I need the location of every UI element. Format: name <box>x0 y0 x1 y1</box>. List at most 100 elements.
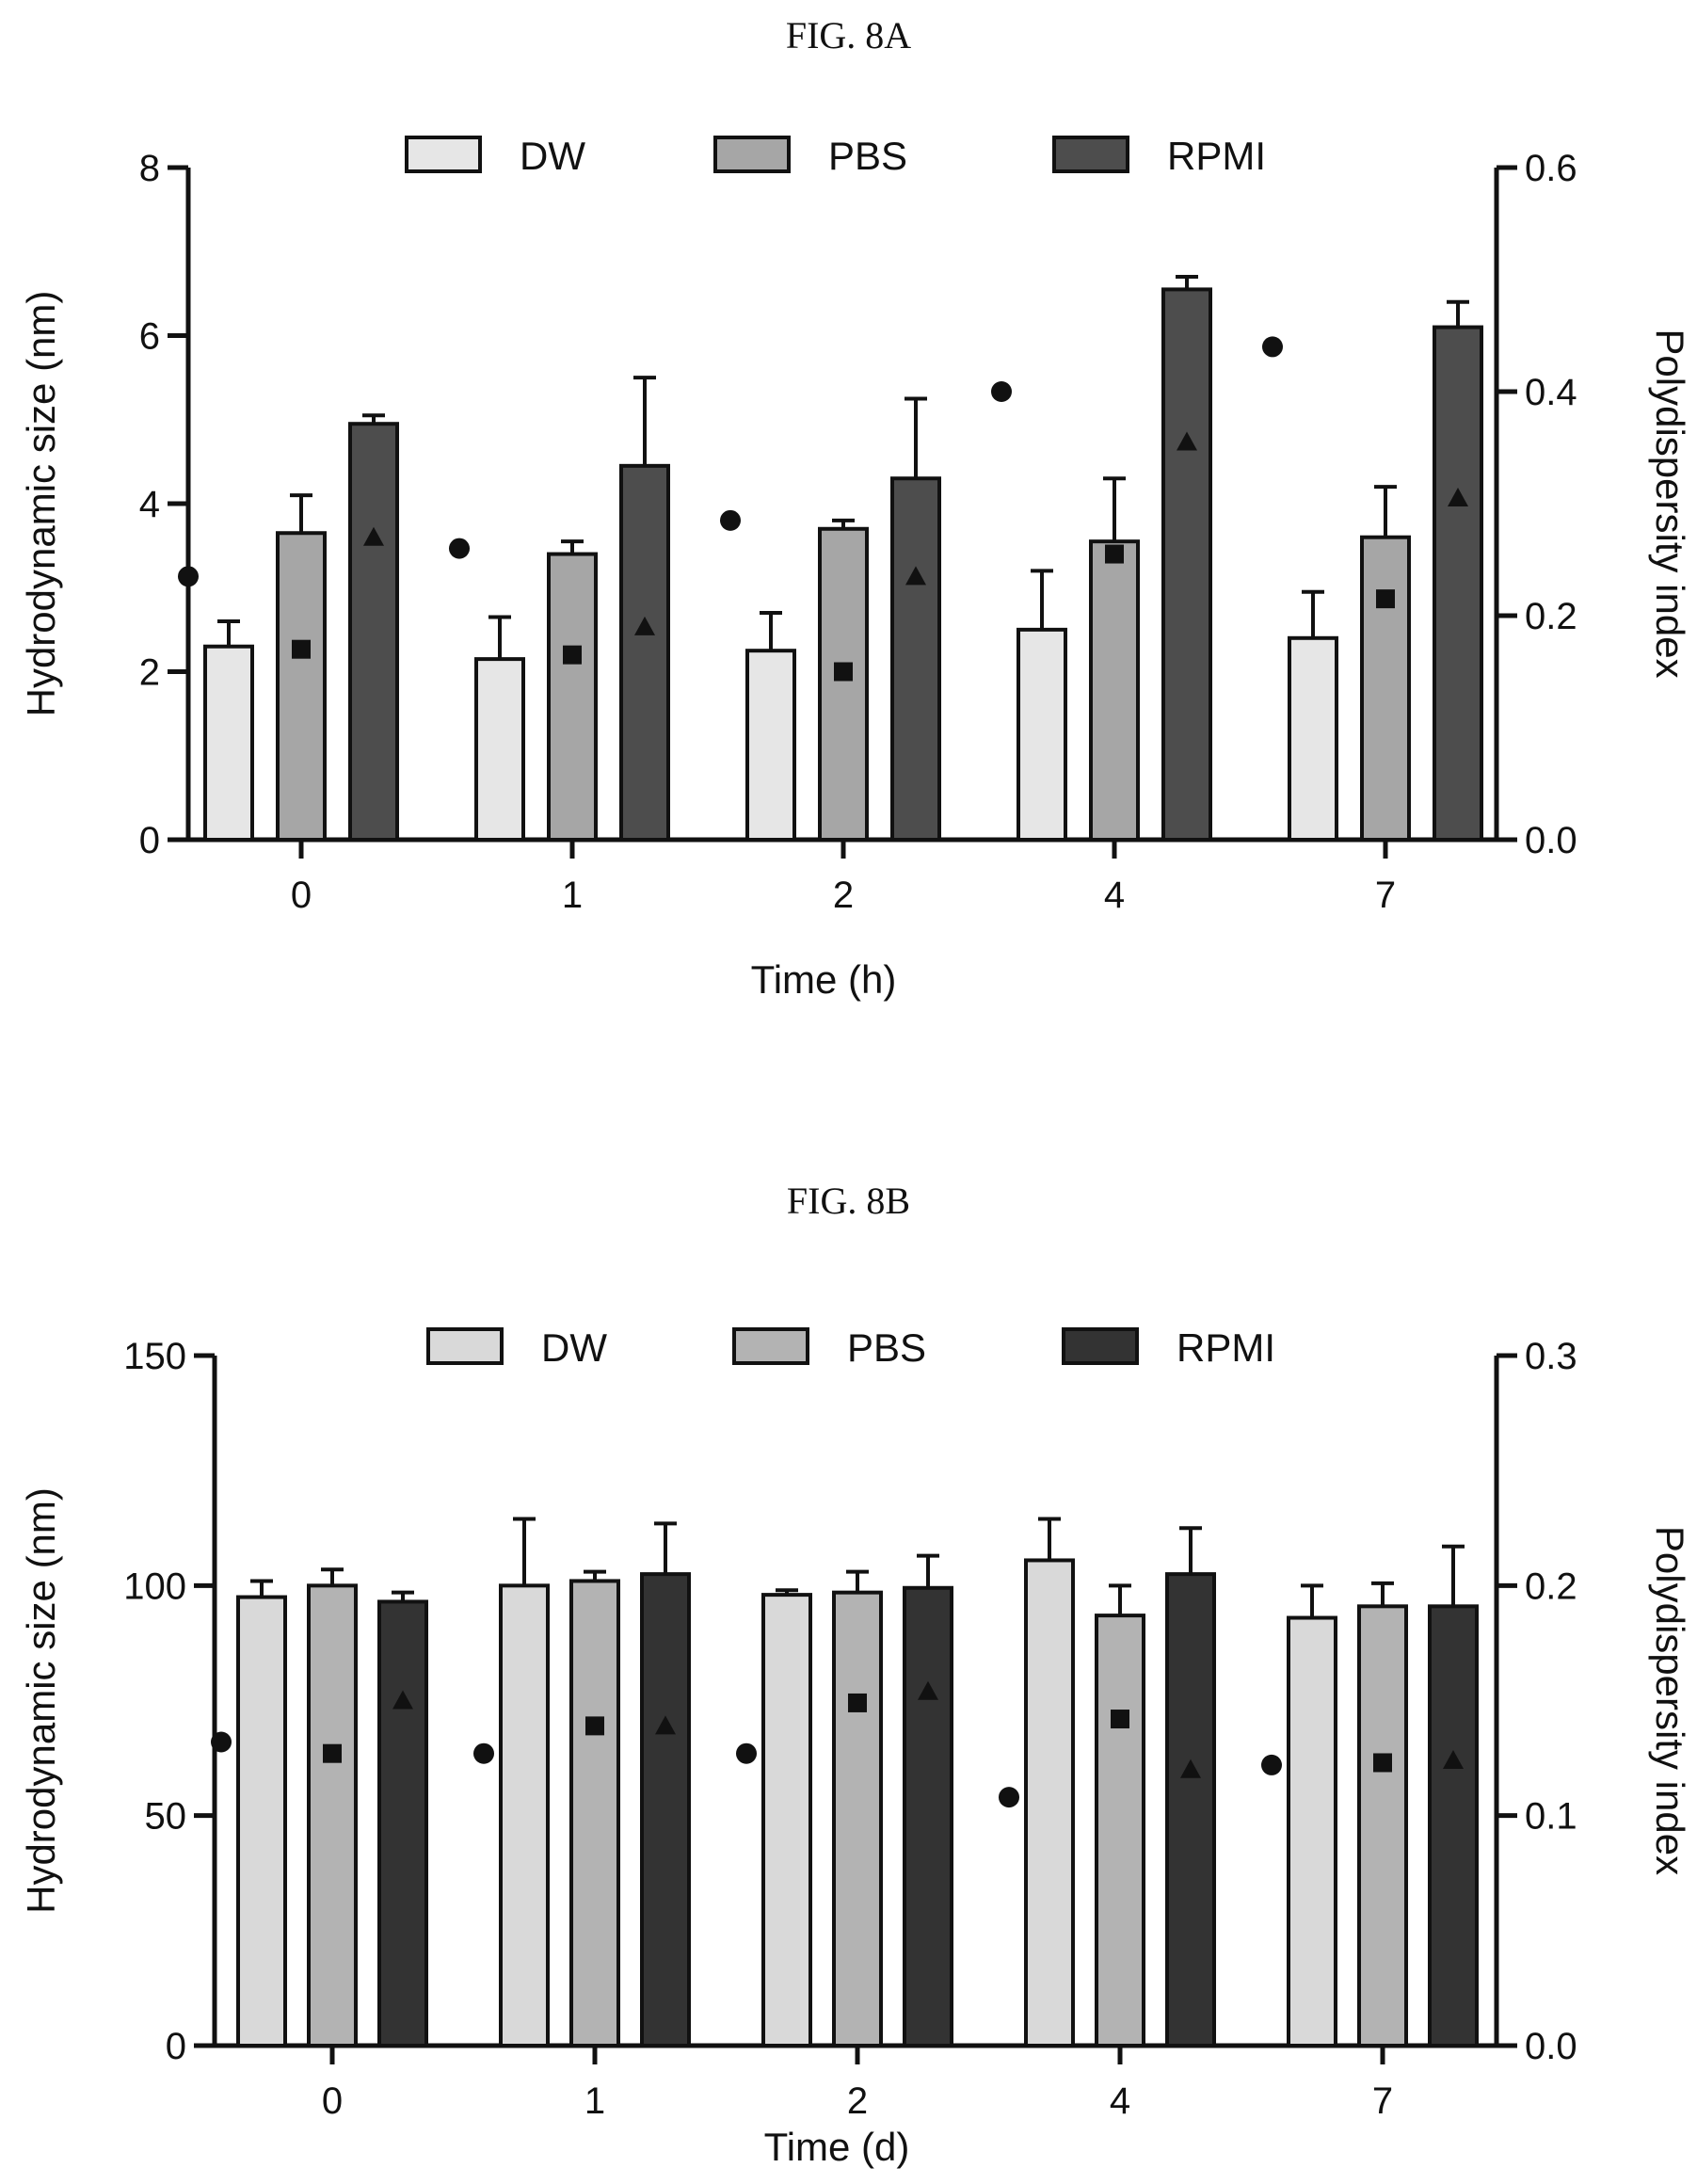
x-tick-label: 2 <box>847 2080 868 2122</box>
pdi-marker-square <box>1376 589 1395 609</box>
pdi-marker-square <box>834 662 853 682</box>
pdi-marker-circle <box>991 381 1012 402</box>
legend-label: PBS <box>828 134 907 178</box>
bar <box>1161 287 1212 843</box>
pdi-marker-triangle <box>918 1680 938 1700</box>
y-tick-label-left: 100 <box>123 1566 186 1607</box>
bar <box>569 1579 620 2048</box>
bar <box>203 644 254 842</box>
legend-swatch <box>732 1327 809 1365</box>
bar <box>377 1599 428 2048</box>
chart-fig-8b: 0 50 100 150 0.0 0.1 0.2 0.3 Hydrodynamic size (… <box>19 1325 1692 2169</box>
pdi-marker-triangle <box>1443 1750 1464 1770</box>
y-tick-label-left: 150 <box>123 1336 186 1377</box>
bar <box>1024 1558 1075 2048</box>
legend-label: RPMI <box>1167 134 1266 178</box>
bar <box>1017 627 1067 842</box>
x-axis-label: Time (h) <box>751 957 897 1002</box>
pdi-marker-circle <box>473 1742 494 1764</box>
y-tick-label-left: 0 <box>166 2026 186 2067</box>
legend-label: DW <box>541 1325 607 1370</box>
y-tick-label-left: 6 <box>139 316 160 358</box>
y2-axis-label: Polydispersity index <box>1648 1526 1692 1875</box>
x-tick-label: 1 <box>562 875 583 916</box>
bar <box>1428 1604 1479 2048</box>
y-tick-label-right: 0.4 <box>1525 372 1577 413</box>
y-tick-label-left: 50 <box>145 1796 187 1838</box>
y-tick-label-right: 0.2 <box>1525 1566 1577 1607</box>
legend-swatch <box>426 1327 504 1365</box>
bar <box>474 657 525 842</box>
pdi-marker-square <box>1373 1753 1392 1773</box>
bar <box>499 1583 550 2048</box>
pdi-marker-circle <box>736 1742 757 1764</box>
pdi-marker-triangle <box>392 1690 413 1710</box>
pdi-marker-circle <box>720 509 741 531</box>
pdi-marker-square <box>292 639 311 659</box>
bar <box>1287 1615 1337 2048</box>
legend-label: DW <box>520 134 585 178</box>
y-tick-label-right: 0.1 <box>1525 1796 1577 1838</box>
x-tick-label: 2 <box>833 875 854 916</box>
pdi-marker-square <box>585 1716 604 1736</box>
pdi-marker-square <box>563 645 582 665</box>
bar <box>547 552 598 842</box>
bar <box>640 1572 691 2048</box>
y-tick-label-right: 0.2 <box>1525 596 1577 637</box>
x-tick-label: 4 <box>1104 875 1125 916</box>
bar <box>818 526 869 842</box>
y-tick-label-right: 0.6 <box>1525 148 1577 189</box>
bar <box>1288 635 1338 842</box>
bar <box>236 1595 287 2048</box>
legend-swatch <box>1062 1327 1139 1365</box>
pdi-marker-triangle <box>905 566 926 586</box>
pdi-marker-triangle <box>1180 1758 1201 1778</box>
y-tick-label-left: 0 <box>139 820 160 861</box>
pdi-marker-circle <box>449 538 470 559</box>
bar <box>619 463 670 842</box>
bar <box>761 1593 812 2048</box>
pdi-marker-square <box>323 1743 342 1763</box>
bar <box>348 422 399 842</box>
bar <box>745 649 796 842</box>
y-tick-label-right: 0.3 <box>1525 1336 1577 1377</box>
pdi-marker-triangle <box>655 1715 676 1735</box>
bar <box>890 476 941 842</box>
y2-axis-label: Polydispersity index <box>1648 329 1692 678</box>
bar <box>1360 535 1411 842</box>
y-axis-label: Hydrodynamic size (nm) <box>19 291 63 717</box>
x-tick-label: 1 <box>584 2080 605 2122</box>
bar <box>307 1583 358 2048</box>
pdi-marker-circle <box>999 1787 1019 1808</box>
y-tick-label-left: 2 <box>139 652 160 694</box>
bar <box>1089 539 1140 842</box>
y-tick-label-right: 0.0 <box>1525 2026 1577 2067</box>
x-axis-label: Time (d) <box>764 2125 910 2169</box>
x-tick-label: 0 <box>291 875 312 916</box>
pdi-marker-square <box>1105 544 1124 564</box>
bar <box>1433 325 1483 842</box>
legend-swatch <box>405 136 482 173</box>
legend-swatch <box>1052 136 1129 173</box>
pdi-marker-square <box>848 1693 867 1712</box>
x-tick-label: 0 <box>322 2080 343 2122</box>
x-tick-label: 4 <box>1110 2080 1130 2122</box>
x-tick-label: 7 <box>1372 2080 1393 2122</box>
y-axis-label: Hydrodynamic size (nm) <box>19 1487 63 1914</box>
chart-fig-8a: 0 2 4 6 8 0.0 0.2 0.4 0.6 Hydrodynamic size (nm) P… <box>19 134 1692 1002</box>
pdi-marker-triangle <box>1448 488 1468 507</box>
y-tick-label-left: 4 <box>139 484 160 525</box>
legend-label: PBS <box>847 1325 926 1370</box>
pdi-marker-triangle <box>1177 431 1197 451</box>
pdi-marker-circle <box>1261 1754 1282 1775</box>
pdi-marker-circle <box>178 566 199 587</box>
legend-label: RPMI <box>1177 1325 1275 1370</box>
pdi-marker-circle <box>211 1731 232 1753</box>
bar <box>903 1585 953 2048</box>
figure-title-8b: FIG. 8B <box>786 1180 911 1222</box>
x-tick-label: 7 <box>1375 875 1396 916</box>
bar <box>1357 1604 1408 2048</box>
figure-title-8a: FIG. 8A <box>785 14 912 56</box>
legend-swatch <box>713 136 791 173</box>
pdi-marker-circle <box>1262 336 1283 358</box>
